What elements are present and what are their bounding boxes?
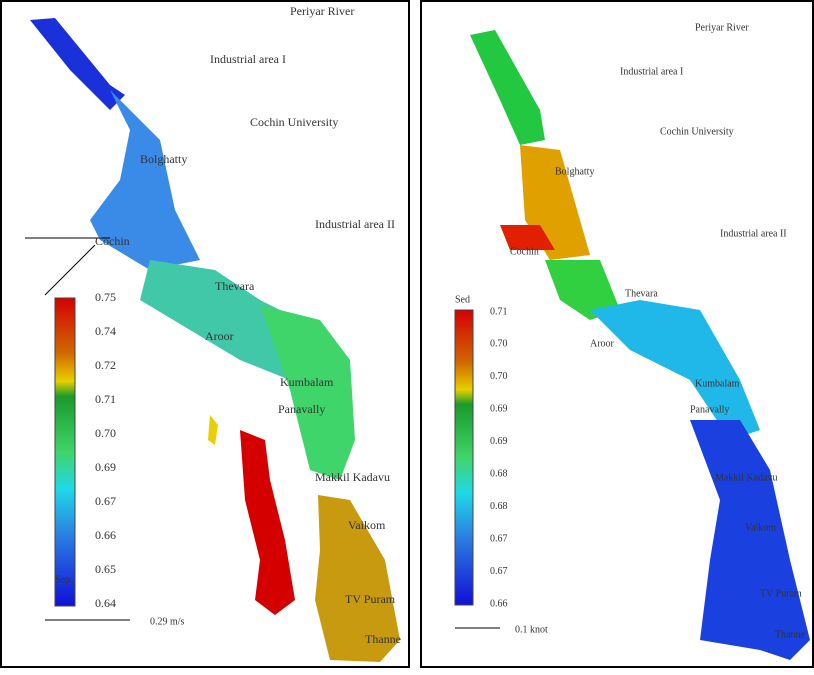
colorbar-tick-label: 0.68 bbox=[490, 501, 508, 512]
colorbar-tick-label: 0.69 bbox=[490, 404, 508, 415]
colorbar-tick-label: 0.69 bbox=[95, 460, 116, 474]
place-label: Industrial area I bbox=[620, 66, 683, 77]
river bbox=[30, 18, 125, 110]
scale-label: 0.29 m/s bbox=[150, 616, 185, 627]
colorbar-tick-label: 0.71 bbox=[490, 306, 508, 317]
place-label: Thanne bbox=[365, 632, 401, 646]
colorbar-tick-label: 0.67 bbox=[490, 533, 508, 544]
colorbar-tick-label: 0.65 bbox=[95, 562, 116, 576]
place-label: Industrial area II bbox=[720, 228, 787, 239]
place-label: Panavally bbox=[278, 402, 325, 416]
colorbar-tick-label: 0.67 bbox=[95, 494, 116, 508]
colorbar-unit: Sed bbox=[455, 294, 470, 305]
place-label: Thevara bbox=[625, 288, 658, 299]
place-label: Vaikom bbox=[745, 522, 776, 533]
place-label: Kumbalam bbox=[695, 378, 740, 389]
place-label: Periyar River bbox=[290, 4, 354, 18]
colorbar-tick-label: 0.71 bbox=[95, 392, 116, 406]
river bbox=[208, 415, 218, 445]
colorbar-tick-label: 0.64 bbox=[95, 596, 116, 610]
colorbar-tick-label: 0.74 bbox=[95, 324, 116, 338]
scale-label: 0.1 knot bbox=[515, 624, 548, 635]
colorbar-tick-label: 0.75 bbox=[95, 290, 116, 304]
river bbox=[240, 430, 295, 615]
right-panel: 0.1 knot Sed bbox=[421, 1, 813, 667]
colorbar-tick-label: 0.72 bbox=[95, 358, 116, 372]
river bbox=[260, 305, 355, 480]
place-label: Makkil Kadavu bbox=[715, 472, 778, 483]
colorbar-tick-label: 0.70 bbox=[95, 426, 116, 440]
colorbar-unit: Sep bbox=[55, 574, 70, 585]
place-label: Cochin University bbox=[250, 115, 338, 129]
colorbar bbox=[455, 310, 473, 605]
place-label: Industrial area I bbox=[210, 52, 286, 66]
place-label: Cochin University bbox=[660, 126, 734, 137]
river bbox=[470, 30, 545, 145]
place-label: Thevara bbox=[215, 279, 255, 293]
colorbar bbox=[55, 298, 75, 606]
colorbar-tick-label: 0.70 bbox=[490, 371, 508, 382]
place-label: Kumbalam bbox=[280, 375, 334, 389]
figure: 0.29 m/s Sep 0.1 knot Sed Periyar River I… bbox=[0, 0, 814, 670]
place-label: Makkil Kadavu bbox=[315, 470, 390, 484]
place-label: Industrial area II bbox=[315, 217, 395, 231]
place-label: Aroor bbox=[205, 329, 234, 343]
colorbar-tick-label: 0.68 bbox=[490, 469, 508, 480]
colorbar-tick-label: 0.67 bbox=[490, 566, 508, 577]
place-label: Aroor bbox=[590, 338, 615, 349]
colorbar-tick-label: 0.70 bbox=[490, 339, 508, 350]
arrow bbox=[45, 245, 95, 295]
river bbox=[590, 300, 760, 440]
place-label: Thanne bbox=[775, 629, 806, 640]
place-label: Cochin bbox=[95, 234, 130, 248]
place-label: Bolghatty bbox=[140, 152, 187, 166]
place-label: TV Puram bbox=[760, 588, 802, 599]
river bbox=[690, 420, 810, 660]
colorbar-tick-label: 0.66 bbox=[490, 598, 508, 609]
place-label: Bolghatty bbox=[555, 166, 594, 177]
place-label: Vaikom bbox=[348, 518, 386, 532]
place-label: TV Puram bbox=[345, 592, 396, 606]
place-label: Panavally bbox=[690, 404, 729, 415]
place-label: Cochin bbox=[510, 246, 539, 257]
colorbar-tick-label: 0.66 bbox=[95, 528, 116, 542]
colorbar-tick-label: 0.69 bbox=[490, 436, 508, 447]
place-label: Periyar River bbox=[695, 22, 749, 33]
